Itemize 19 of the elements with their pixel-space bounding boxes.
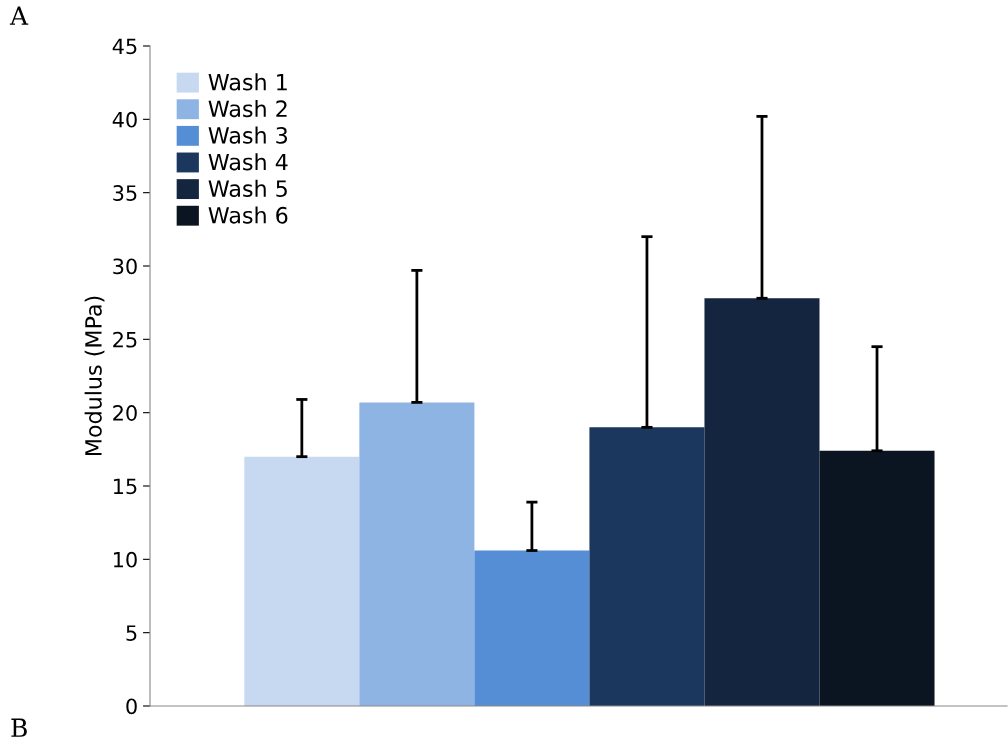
y-tick-label: 10 (113, 551, 137, 568)
legend-label: Wash 2 (208, 99, 287, 118)
y-axis-title: Modulus (MPa) (84, 296, 105, 456)
legend-label: Wash 3 (208, 126, 288, 144)
y-tick-label: 0 (126, 698, 137, 715)
text: B (11, 718, 27, 737)
legend-label: Wash 6 (208, 206, 288, 224)
y-tick-label: 40 (112, 111, 137, 128)
legend-label: Wash 4 (208, 153, 288, 171)
y-tick-label: 15 (113, 478, 137, 495)
y-tick-label: 5 (126, 625, 137, 641)
y-tick-label: 45 (112, 38, 137, 55)
y-tick-label: 20 (113, 405, 137, 421)
text: A (9, 6, 29, 25)
legend-label: Wash 1 (208, 73, 287, 91)
y-tick-label: 30 (113, 258, 137, 275)
legend-label: Wash 5 (208, 179, 287, 198)
y-tick-label: 25 (113, 331, 137, 348)
y-tick-label: 35 (113, 185, 137, 201)
